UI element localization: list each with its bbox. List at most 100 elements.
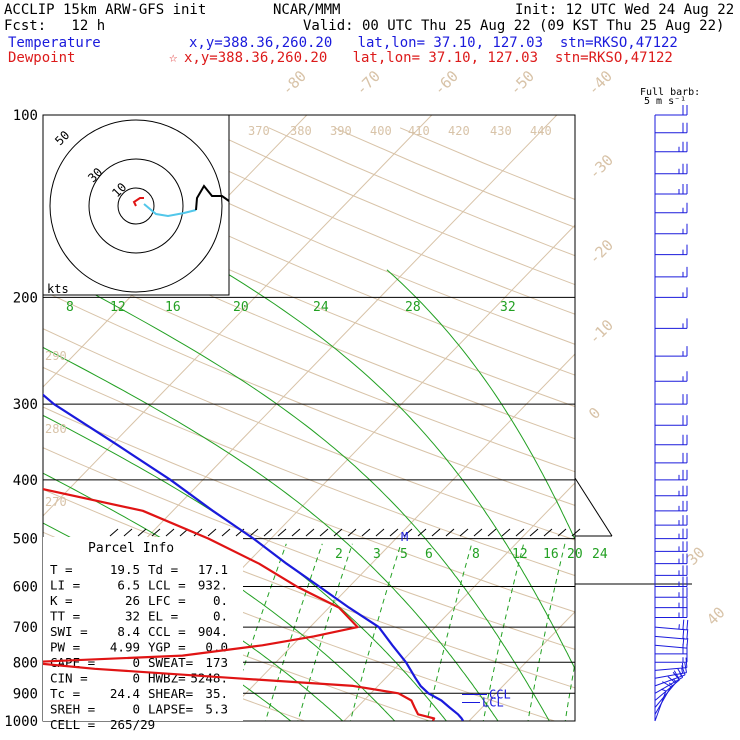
wind-barb [655,607,688,619]
isotherm-label: -30 [585,151,617,183]
tick-mark [361,528,371,537]
parcel-label: LI = [50,578,80,593]
isotherm-label: -60 [430,67,462,99]
temperature-location: x,y=388.36,260.20 lat,lon= 37.10, 127.03… [189,35,678,51]
parcel-value: 8.4 [117,624,140,639]
parcel-value: 6.5 [117,578,140,593]
mixing-ratio-label: 16 [543,547,559,562]
dewpoint-profile [43,487,436,721]
barb-flag [686,638,689,649]
barb-flag [686,619,689,630]
wind-barb [655,434,688,446]
mixing-ratio-label: 8 [66,300,74,315]
dewpoint-legend: Dewpoint [8,50,76,66]
wind-barb [655,244,688,256]
wind-barb [655,394,688,405]
isotherm-line [582,115,740,734]
parcel-label: LFC = [148,593,186,608]
wind-barb [655,105,688,116]
isotherm-label: -20 [585,236,617,268]
mixing-ratio-label: 6 [425,547,433,562]
wind-barb [655,183,688,195]
tick-mark [417,528,427,537]
barb-flag [682,637,685,648]
mixing-ratio-label: 12 [512,547,528,562]
dry-adiabat [43,328,575,541]
parcel-value: 24.4 [110,686,140,701]
theta-labels: 370 380 390 400 410 420 430 440 290 280 270 [45,124,552,509]
parcel-value: 17.1 [198,562,228,577]
barb-shaft [654,674,686,687]
parcel-value: 32 [125,609,140,624]
parcel-value: 5248. [190,671,228,686]
wind-barb [655,141,688,153]
parcel-value: 173 [205,655,228,670]
wind-barb [655,452,688,464]
mixing-ratio-label: 20 [567,547,583,562]
hodograph-ring [88,158,184,254]
wind-barb [655,469,688,481]
tick-mark [151,528,161,537]
dewpoint-marker: ☆ [169,50,178,66]
wind-barb [655,346,688,357]
wind-barb [655,371,688,382]
tick-mark [557,528,567,537]
mixing-ratio-labels: 8 12 16 20 24 28 32 2 3 5 6 8 12 16 20 24 [66,300,608,562]
pressure-tick-label: 300 [13,397,38,413]
dry-adiabat [43,406,575,613]
wind-barb [655,485,688,497]
init-time: Init: 12 UTC Wed 24 Aug 22 [515,2,735,18]
parcel-label: CELL = [50,717,95,732]
tick-mark [319,528,329,537]
hodograph-ring [49,119,223,293]
dry-adiabat [334,127,575,228]
sounding-profiles [43,393,464,721]
parcel-label: CCL = [148,624,186,639]
tick-mark [389,528,399,537]
model-title: ACCLIP 15km ARW-GFS init [4,2,207,18]
theta-label: 440 [530,124,552,138]
tick-mark [193,528,203,537]
hodograph-ring [117,187,155,225]
isotherm-label: -50 [506,67,538,99]
theta-label: 400 [370,124,392,138]
barb-shaft [654,682,676,708]
theta-label: 430 [490,124,512,138]
parcel-value: 0 [132,655,140,670]
pressure-tick-label: 200 [13,290,38,306]
parcel-value: 932. [198,578,228,593]
wind-barb [655,163,688,175]
parcel-info-title: Parcel Info [88,541,174,556]
isotherm-label: -40 [584,67,616,99]
mixing-ratio-label: 24 [592,547,608,562]
barb-shaft [654,672,687,679]
mixing-ratio-label: 2 [335,547,343,562]
hodograph-trace-upper [195,184,230,211]
barb-flag [686,629,689,640]
tick-mark [529,528,539,537]
wind-barb [655,597,688,609]
mixing-ratio-line [349,543,402,721]
tick-mark [305,528,315,537]
parcel-label: T = [50,562,73,577]
wind-barb [654,619,689,631]
moist-adiabat [43,414,448,721]
tick-mark [221,528,231,537]
tick-mark [165,528,175,537]
tick-mark [543,528,553,537]
dewpoint-location: x,y=388.36,260.20 lat,lon= 37.10, 127.03… [184,50,673,66]
theta-label: 380 [290,124,312,138]
parcel-label: SWEAT= [148,655,193,670]
temperature-profile [43,393,464,721]
dry-adiabat [43,253,575,473]
wind-barb [655,515,688,526]
parcel-label: TT = [50,609,80,624]
wind-barb [655,223,688,235]
parcel-label: PW = [50,640,80,655]
dry-adiabat [268,127,575,257]
tick-mark [347,528,357,537]
barb-legend: Full barb:5 m s⁻¹ [640,87,700,107]
hodograph-units: kts [47,282,69,296]
